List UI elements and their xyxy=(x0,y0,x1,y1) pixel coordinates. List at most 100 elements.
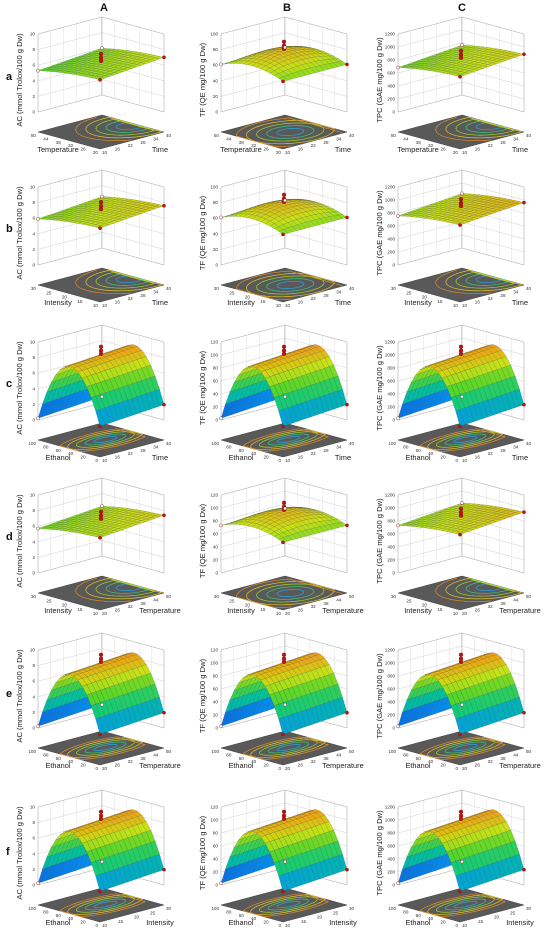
z-axis-ticks: 0 2 4 6 8 10 xyxy=(30,648,36,731)
contour-line xyxy=(105,581,151,594)
x-tick-label: 20 xyxy=(80,763,86,768)
z-gridline xyxy=(220,185,348,203)
design-points xyxy=(219,192,349,237)
z-tick-label: 2 xyxy=(32,94,35,99)
y-tick-label: 30 xyxy=(349,906,355,911)
z-tick-label: 40 xyxy=(213,231,219,236)
column-header-b: B xyxy=(283,2,291,14)
y-tick-label: 32 xyxy=(311,604,317,609)
design-point xyxy=(100,702,104,707)
z-tick-label: 8 xyxy=(32,200,35,205)
x-tick-label: 20 xyxy=(422,295,428,300)
design-point xyxy=(100,194,104,199)
row-label-b: b xyxy=(6,223,13,235)
surface-chart-d-c: 0200400600800100012001015202530202632384… xyxy=(375,477,541,616)
x-axis-label: Intensity xyxy=(404,606,432,615)
x-tick-label: 15 xyxy=(260,607,266,612)
design-point xyxy=(36,217,40,221)
y-axis-label: Temperature xyxy=(322,606,364,615)
y-axis-label: Temperature xyxy=(139,761,181,770)
z-axis-label: AC (mmol Trolox/100 g Dw) xyxy=(15,33,24,127)
surface-chart-a-b: 0 20 40 60 80 100 20 26 32 38 44 50 10 16 22 28 34 40 TF (… xyxy=(198,16,355,155)
z-tick-label: 600 xyxy=(387,71,395,76)
z-axis-label: TPC (GAE mg/100 g Dw) xyxy=(375,190,384,276)
design-point xyxy=(460,394,464,399)
z-axis-ticks: 0 20 40 60 80 100 xyxy=(210,32,218,115)
design-point xyxy=(98,659,104,664)
x-tick-label: 20 xyxy=(440,455,446,460)
x-tick-label: 20 xyxy=(80,455,86,460)
contour-floor xyxy=(220,114,348,150)
surface-chart-a-c: 0 200 400 600 800 1000 1200 20 26 32 38 44 50 10 16 22 2… xyxy=(375,16,532,155)
z-gridline xyxy=(37,340,165,358)
contour-line xyxy=(67,429,144,450)
contour-line xyxy=(266,125,315,139)
design-point xyxy=(458,532,462,537)
x-axis-label: Temperature xyxy=(220,145,262,154)
z-axis-label: AC (mmol Trolox/100 g Dw) xyxy=(15,806,24,900)
y-axis-label: Temperature xyxy=(499,761,541,770)
x-tick-label: 38 xyxy=(416,140,422,145)
x-tick-label: 25 xyxy=(229,598,235,603)
x-tick-label: 20 xyxy=(62,603,68,608)
x-axis-ticks: 20 26 32 38 44 50 xyxy=(31,133,99,155)
z-tick-label: 0 xyxy=(392,571,395,576)
response-surface xyxy=(37,196,165,229)
y-tick-label: 10 xyxy=(462,923,468,928)
z-tick-label: 0 xyxy=(215,263,218,268)
z-tick-label: 200 xyxy=(387,558,395,563)
design-point xyxy=(522,867,526,872)
y-tick-label: 16 xyxy=(115,300,121,305)
x-tick-label: 20 xyxy=(263,455,269,460)
x-tick-label: 15 xyxy=(77,607,83,612)
contour-line xyxy=(246,272,335,298)
x-tick-label: 80 xyxy=(403,444,409,449)
z-axis-ticks: 0 2 4 6 8 10 xyxy=(30,32,36,115)
z-tick-label: 40 xyxy=(213,857,219,862)
z-gridline xyxy=(220,32,348,50)
z-axis-label: TF (QE mg/100 g Dw) xyxy=(198,195,207,270)
design-point xyxy=(458,732,462,737)
z-tick-label: 800 xyxy=(387,366,395,371)
z-tick-label: 20 xyxy=(213,247,219,252)
design-point xyxy=(522,52,526,57)
y-tick-label: 22 xyxy=(488,143,494,148)
contour-floor xyxy=(397,422,525,458)
y-tick-label: 40 xyxy=(166,133,172,138)
x-tick-label: 10 xyxy=(93,303,99,308)
z-axis-ticks: 0 20 40 60 80 100 xyxy=(210,185,218,268)
z-gridline xyxy=(37,247,165,266)
z-tick-label: 8 xyxy=(32,47,35,52)
z-tick-label: 6 xyxy=(32,63,35,68)
design-point xyxy=(98,516,104,521)
y-tick-label: 34 xyxy=(153,136,159,141)
y-tick-label: 30 xyxy=(166,906,172,911)
z-gridline xyxy=(37,555,165,574)
z-gridline xyxy=(397,337,525,356)
x-tick-label: 15 xyxy=(437,299,443,304)
z-tick-label: 80 xyxy=(213,47,219,52)
y-tick-label: 32 xyxy=(488,759,494,764)
y-tick-label: 10 xyxy=(285,923,291,928)
design-points xyxy=(36,46,166,82)
z-axis-label: TF (QE mg/100 g Dw) xyxy=(198,503,207,578)
contour-line xyxy=(95,580,156,597)
y-tick-label: 34 xyxy=(153,289,159,294)
design-point xyxy=(458,424,462,429)
z-tick-label: 100 xyxy=(210,506,218,511)
contour-line xyxy=(455,119,516,136)
y-tick-label: 20 xyxy=(285,766,291,771)
y-tick-label: 32 xyxy=(128,759,134,764)
z-tick-label: 8 xyxy=(32,663,35,668)
z-axis-label: AC (mmol Trolox/100 g Dw) xyxy=(15,186,24,280)
design-point xyxy=(345,215,349,220)
z-tick-label: 120 xyxy=(210,340,218,345)
contour-line xyxy=(276,281,305,289)
z-gridline xyxy=(220,477,348,496)
x-tick-label: 10 xyxy=(453,303,459,308)
design-point xyxy=(219,881,223,886)
z-tick-label: 60 xyxy=(213,844,219,849)
y-tick-label: 22 xyxy=(128,143,134,148)
